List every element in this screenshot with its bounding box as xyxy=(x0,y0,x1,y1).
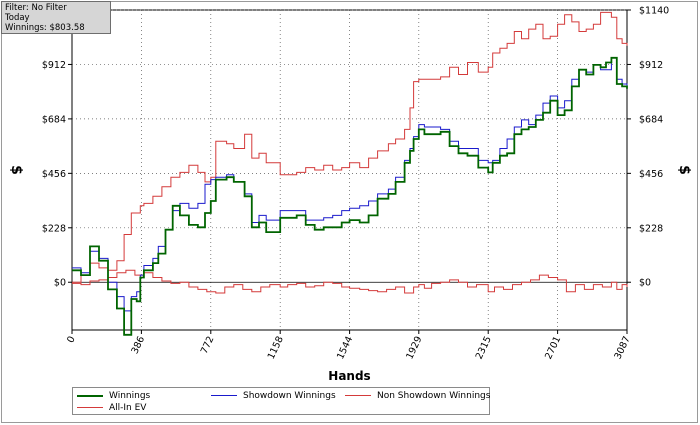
y-tick-label-left: $0 xyxy=(54,278,66,289)
legend-label-non-showdown: Non Showdown Winnings xyxy=(377,391,491,401)
x-tick-label: 386 xyxy=(129,335,147,356)
y-tick-label-right: $912 xyxy=(639,60,663,71)
x-tick-label: 1929 xyxy=(404,335,424,362)
legend-label-winnings: Winnings xyxy=(109,391,151,401)
x-axis-label: Hands xyxy=(328,369,370,383)
y-tick-label-right: $0 xyxy=(639,278,651,289)
date-line: Today xyxy=(5,13,30,23)
series-line-non-showdown xyxy=(72,269,628,294)
winnings-line: Winnings: $803.58 xyxy=(5,23,85,33)
chart-legend: Winnings Showdown Winnings Non Showdown … xyxy=(72,387,490,415)
y-tick-label-left: $456 xyxy=(42,169,66,180)
legend-label-allin: All-In EV xyxy=(109,403,147,413)
y-tick-label-left: $912 xyxy=(42,60,66,71)
y-tick-label-right: $1140 xyxy=(639,6,669,17)
y-tick-label-right: $684 xyxy=(639,114,663,125)
y-axis-label-right: $ xyxy=(676,165,692,175)
legend-item-non-showdown: Non Showdown Winnings xyxy=(345,390,490,402)
x-tick-label: 1544 xyxy=(335,335,355,362)
legend-swatch-showdown xyxy=(211,395,237,396)
x-tick-label: 0 xyxy=(65,335,78,345)
legend-swatch-allin xyxy=(77,407,103,408)
series-line-showdown xyxy=(72,57,628,312)
x-tick-label: 1158 xyxy=(266,335,286,362)
y-tick-label-right: $228 xyxy=(639,223,663,234)
y-axis-label-left: $ xyxy=(8,165,24,175)
filter-panel: Filter: No Filter Today Winnings: $803.5… xyxy=(1,1,111,34)
legend-item-showdown: Showdown Winnings xyxy=(211,390,336,402)
legend-swatch-non-showdown xyxy=(345,395,371,396)
series-line-winnings xyxy=(72,56,628,336)
legend-item-winnings: Winnings xyxy=(77,390,150,402)
y-tick-label-right: $456 xyxy=(639,169,663,180)
y-tick-label-left: $228 xyxy=(42,223,66,234)
legend-item-allin: All-In EV xyxy=(77,402,146,414)
x-tick-label: 2701 xyxy=(543,335,563,362)
y-tick-label-left: $684 xyxy=(42,114,66,125)
filter-line: Filter: No Filter xyxy=(5,3,67,13)
series-line-allin xyxy=(72,11,628,283)
legend-swatch-winnings xyxy=(77,394,103,397)
x-tick-label: 3087 xyxy=(613,335,633,362)
legend-label-showdown: Showdown Winnings xyxy=(243,391,336,401)
x-tick-label: 772 xyxy=(199,335,217,356)
x-tick-label: 2315 xyxy=(474,335,494,362)
